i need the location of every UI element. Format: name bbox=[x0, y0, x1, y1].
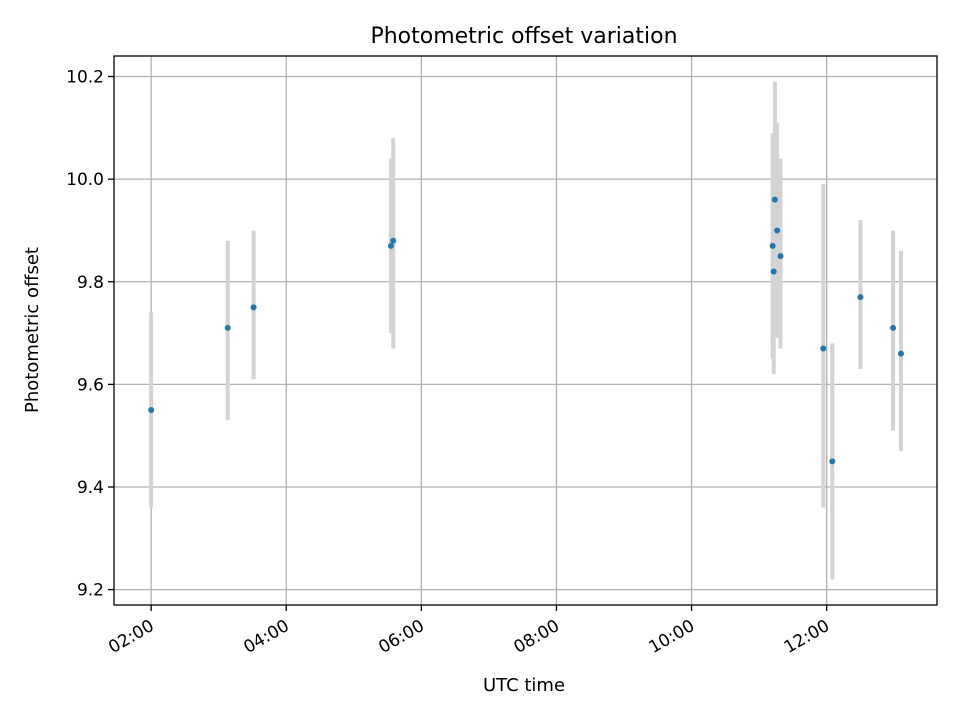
data-point bbox=[829, 458, 836, 465]
y-tick-label: 10.0 bbox=[66, 170, 104, 190]
data-point bbox=[250, 304, 257, 311]
x-tick-label: 10:00 bbox=[646, 616, 698, 658]
y-tick-label: 9.2 bbox=[77, 581, 104, 601]
x-tick-label: 04:00 bbox=[240, 616, 292, 658]
grid-lines bbox=[114, 56, 937, 605]
data-point bbox=[820, 345, 827, 352]
plot-frame bbox=[113, 55, 938, 606]
data-point bbox=[148, 407, 155, 414]
x-tick-label: 12:00 bbox=[781, 616, 833, 658]
x-tick-label: 08:00 bbox=[511, 616, 563, 658]
data-point bbox=[890, 324, 897, 331]
data-point bbox=[857, 294, 864, 301]
data-point bbox=[897, 350, 904, 357]
error-bars bbox=[149, 81, 903, 580]
data-point bbox=[777, 253, 784, 260]
y-tick-label: 10.2 bbox=[66, 68, 104, 88]
data-point bbox=[769, 242, 776, 249]
x-axis-ticks: 02:00 04:00 06:00 08:00 10:00 12:00 bbox=[105, 605, 833, 658]
data-point bbox=[770, 268, 777, 275]
data-point bbox=[771, 196, 778, 203]
data-points bbox=[148, 196, 904, 465]
y-axis-ticks: 9.2 9.4 9.6 9.8 10.0 10.2 bbox=[66, 68, 114, 601]
y-tick-label: 9.6 bbox=[77, 375, 104, 395]
x-tick-label: 06:00 bbox=[375, 616, 427, 658]
x-tick-label: 02:00 bbox=[105, 616, 157, 658]
y-tick-label: 9.4 bbox=[77, 478, 104, 498]
data-point bbox=[387, 242, 394, 249]
data-point bbox=[224, 324, 231, 331]
data-point bbox=[774, 227, 781, 234]
x-axis-label: UTC time bbox=[483, 675, 565, 696]
y-tick-label: 9.8 bbox=[77, 273, 104, 293]
y-axis-label: Photometric offset bbox=[22, 247, 43, 413]
data-point bbox=[390, 237, 397, 244]
chart-title: Photometric offset variation bbox=[370, 24, 677, 49]
